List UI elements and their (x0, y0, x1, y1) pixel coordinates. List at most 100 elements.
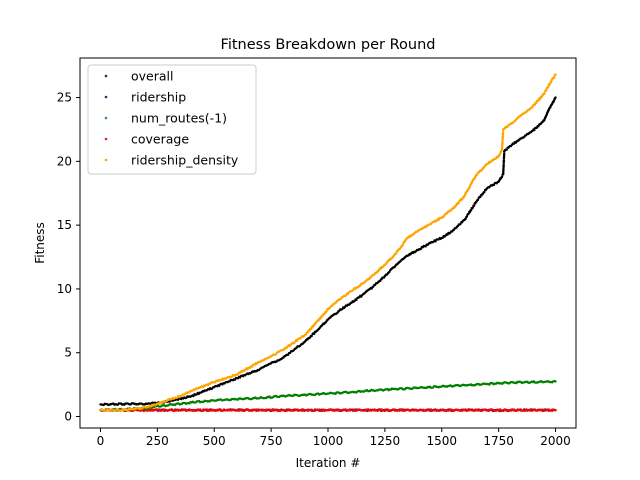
trail-dot (553, 73, 557, 77)
trail-dot (500, 149, 503, 152)
trail-dot (494, 157, 497, 160)
trail-dot (337, 310, 340, 313)
trail-dot (257, 409, 260, 412)
trail-dot (189, 401, 192, 404)
trail-dot (439, 385, 442, 389)
trail-dot (539, 97, 542, 100)
trail-dot (317, 319, 320, 322)
trail-dot (505, 148, 508, 151)
trail-dot (233, 378, 237, 382)
trail-dot (295, 339, 299, 343)
trail-dot (462, 196, 466, 199)
trail-dot (348, 302, 352, 306)
legend-label: overall (131, 69, 173, 84)
trail-dot (416, 386, 420, 390)
trail-dot (553, 408, 556, 412)
trail-dot (483, 190, 486, 194)
trail-dot (371, 408, 374, 411)
x-tick-label: 750 (260, 434, 283, 448)
trail-dot (507, 382, 511, 385)
trail-dot (325, 310, 328, 313)
x-axis-label: Iteration # (296, 456, 361, 470)
x-tick-label: 1000 (313, 434, 344, 448)
legend-marker (104, 116, 108, 120)
trail-dot (394, 252, 397, 256)
legend: overall ridership num_routes(-1) coverage ri… (87, 64, 257, 175)
legend-marker (104, 95, 108, 99)
trail-dot (472, 204, 476, 207)
trail-dot (530, 380, 533, 383)
trail-dot (484, 382, 488, 386)
trail-dot (457, 201, 461, 205)
trail-dot (545, 89, 548, 92)
trail-dot (348, 290, 352, 293)
trail-dot (502, 156, 506, 160)
trail-dot (519, 114, 522, 117)
y-tick-label: 0 (64, 410, 72, 424)
trail-dot (309, 327, 313, 331)
y-tick-label: 20 (57, 154, 72, 168)
trail-dot (401, 243, 405, 246)
trail-dot (500, 175, 504, 178)
trail-dot (434, 240, 437, 243)
trail-dot (192, 394, 195, 398)
trail-dot (304, 333, 308, 336)
trail-dot (543, 92, 546, 95)
trail-dot (348, 409, 351, 412)
trail-dot (530, 409, 533, 413)
trail-dot (484, 408, 488, 411)
trail-dot (465, 215, 469, 218)
trail-dot (120, 403, 124, 406)
trail-dot (189, 409, 192, 412)
trail-dot (439, 409, 442, 412)
trail-dot (501, 142, 504, 146)
trail-dot (359, 282, 363, 286)
trail-dot (234, 373, 238, 377)
legend-label: ridership (131, 90, 186, 105)
trail-dot (530, 106, 534, 109)
trail-dot (502, 169, 505, 173)
trail-dot (348, 391, 351, 394)
trail-dot (280, 408, 283, 411)
trail-dot (405, 237, 409, 240)
trail-dot (257, 368, 260, 372)
trail-dot (553, 380, 556, 383)
trail-dot (326, 318, 329, 322)
y-tick-label: 25 (57, 91, 72, 105)
trail-dot (166, 398, 169, 401)
trail-dot (503, 152, 506, 155)
trail-dot (344, 294, 348, 297)
trail-dot (177, 395, 181, 399)
trail-dot (310, 334, 313, 338)
trail-dot (303, 340, 306, 344)
trail-dot (501, 138, 504, 141)
trail-dot (533, 128, 536, 132)
trail-dot (211, 408, 215, 412)
trail-dot (369, 276, 373, 279)
trail-dot (519, 137, 522, 140)
trail-dot (500, 146, 504, 149)
y-axis-label: Fitness (33, 222, 47, 264)
trail-dot (501, 134, 505, 138)
trail-dot (382, 276, 386, 279)
trail-dot (498, 152, 502, 156)
y-tick-label: 5 (64, 346, 72, 360)
x-tick-label: 1250 (370, 434, 401, 448)
trail-dot (485, 187, 488, 191)
x-tick-label: 2000 (540, 434, 571, 448)
trail-dot (212, 386, 215, 389)
legend-marker (104, 74, 108, 78)
trail-dot (143, 403, 147, 406)
trail-dot (234, 376, 238, 380)
x-tick-label: 0 (97, 434, 105, 448)
trail-dot (553, 97, 557, 100)
trail-dot (314, 330, 318, 334)
trail-dot (428, 241, 431, 245)
trail-dot (143, 405, 147, 409)
trail-dot (302, 408, 306, 412)
trail-dot (393, 408, 397, 411)
y-tick-label: 10 (57, 282, 72, 296)
series-ridership-density (99, 73, 557, 413)
trail-dot (312, 324, 315, 328)
